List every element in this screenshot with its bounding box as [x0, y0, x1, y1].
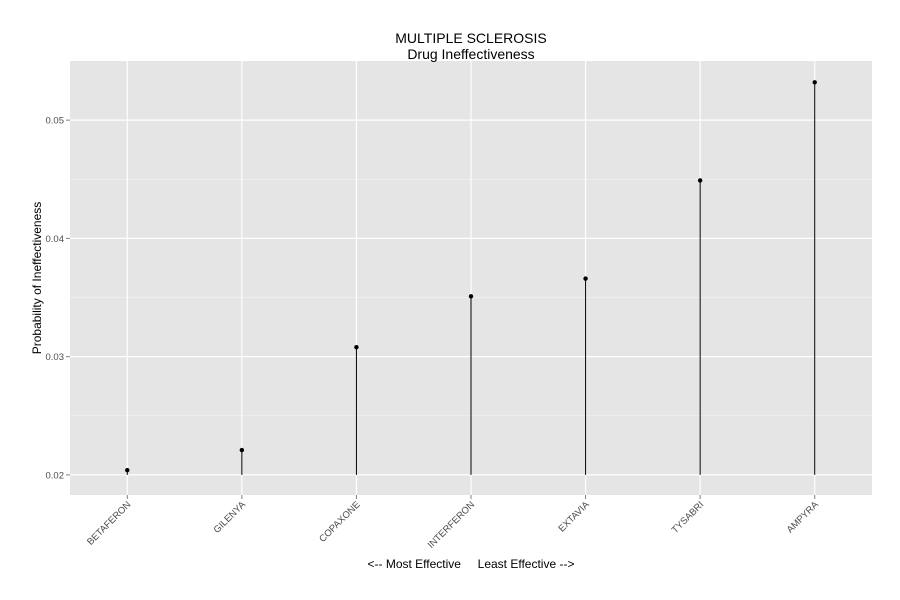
x-tick-label: INTERFERON	[426, 499, 478, 551]
chart-subtitle: Drug Ineffectiveness	[407, 46, 534, 62]
point-tysabri	[697, 178, 703, 183]
x-tick-label: COPAXONE	[317, 499, 362, 544]
stems	[126, 82, 816, 475]
x-tick-label: EXTAVIA	[557, 499, 593, 535]
y-tick-label: 0.02	[46, 470, 65, 481]
point-interferon	[468, 294, 474, 299]
y-axis-title: Probability of Ineffectiveness	[30, 202, 44, 355]
point-betaferon	[125, 467, 130, 473]
x-tick-label: BETAFERON	[85, 499, 133, 547]
y-axis-ticks: 0.02 0.03 0.04 0.05	[46, 116, 70, 481]
point-extavia	[583, 276, 588, 281]
point-copaxone	[354, 344, 359, 350]
x-axis-ticks: BETAFERON GILENYA COPAXONE INTERFERON EXTAVI…	[85, 495, 821, 551]
y-tick-label: 0.03	[46, 352, 65, 363]
x-axis-title: <-- Most Effective Least Effective -->	[368, 557, 575, 571]
x-tick-label: GILENYA	[212, 499, 249, 536]
point-ampyra	[812, 80, 817, 85]
x-tick-label: AMPYRA	[785, 499, 822, 536]
y-tick-label: 0.04	[46, 234, 65, 245]
points	[125, 80, 817, 473]
point-gilenya	[239, 447, 245, 453]
x-tick-label: TYSABRI	[670, 499, 707, 536]
y-tick-label: 0.05	[46, 116, 65, 127]
chart-title: MULTIPLE SCLEROSIS	[395, 30, 546, 46]
